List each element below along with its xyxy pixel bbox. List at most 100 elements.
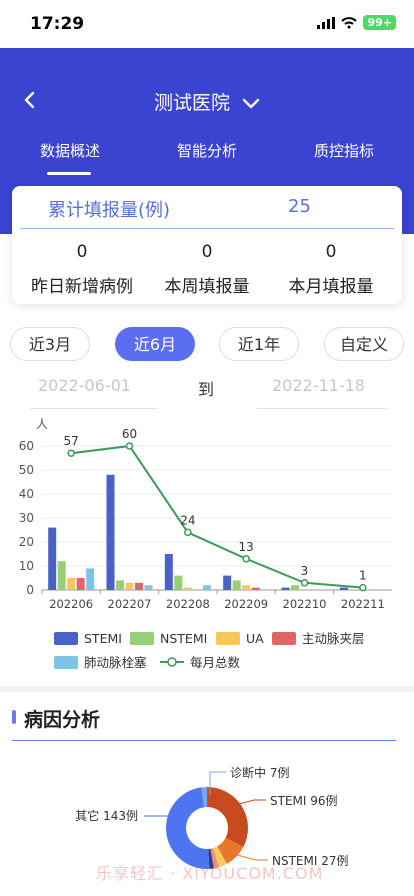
section-separator [0, 686, 414, 692]
legend-label: 肺动脉栓塞 [84, 655, 147, 670]
card-divider [20, 228, 394, 229]
tab-overview[interactable]: 数据概述 [40, 142, 101, 160]
legend-label: 主动脉夹层 [302, 631, 365, 646]
tab-active-indicator [47, 172, 91, 175]
bar [135, 582, 143, 590]
bar [223, 575, 232, 590]
data-label: 60 [122, 427, 137, 441]
x-tick-label: 202208 [166, 597, 210, 611]
stat-value: 0 [76, 242, 88, 262]
bar [86, 568, 95, 590]
leader-line [225, 851, 268, 861]
y-tick-label: 0 [26, 583, 34, 597]
donut-label: NSTEMI 27例 [272, 854, 348, 868]
legend-swatch-dot [167, 657, 177, 667]
line-point [242, 555, 250, 563]
stat-week: 0 本周填报量 [142, 242, 272, 297]
stat-label: 本月填报量 [288, 277, 374, 297]
period-1y-button[interactable]: 近1年 [219, 327, 299, 361]
legend-swatch [216, 632, 240, 645]
bar [251, 587, 260, 590]
bar [202, 585, 211, 590]
leader-line [231, 799, 266, 807]
stat-value: 0 [201, 242, 213, 262]
y-tick-label: 50 [19, 463, 34, 477]
total-value: 25 [288, 196, 311, 217]
stat-label: 本周填报量 [164, 277, 250, 297]
x-tick-label: 202206 [49, 597, 93, 611]
legend-swatch [54, 632, 78, 645]
line-point [125, 442, 134, 450]
hospital-selector[interactable]: 测试医院 [0, 88, 414, 115]
donut-slices [166, 787, 248, 869]
data-label: 13 [239, 540, 254, 554]
section-title: 病因分析 [24, 709, 101, 731]
bar [125, 582, 134, 590]
status-icons: 99+ [317, 15, 396, 30]
donut-label: 其它 143例 [75, 808, 138, 823]
data-label: 3 [301, 564, 309, 578]
line-point [67, 449, 75, 457]
end-date-underline [257, 408, 387, 409]
stat-yesterday: 0 昨日新增病例 [17, 242, 147, 297]
x-tick-label: 202211 [341, 597, 385, 611]
battery-icon: 99+ [363, 15, 396, 30]
period-6m-button[interactable]: 近6月 [115, 327, 195, 361]
bar [242, 585, 251, 590]
legend-label: NSTEMI [160, 631, 207, 646]
section-underline [12, 740, 396, 741]
y-tick-label: 60 [19, 439, 34, 453]
tab-analysis[interactable]: 智能分析 [177, 142, 238, 160]
x-tick-label: 202210 [283, 597, 327, 611]
end-date-input[interactable]: 2022-11-18 [272, 376, 365, 395]
bar [174, 575, 183, 590]
bar [232, 580, 241, 590]
total-label: 累计填报量(例) [48, 200, 171, 221]
line-point [359, 583, 367, 592]
line-point [300, 579, 309, 587]
bar [106, 474, 115, 590]
status-time: 17:29 [30, 14, 85, 34]
summary-card: 累计填报量(例) 25 0 昨日新增病例 0 本周填报量 0 本月填报量 [12, 186, 402, 304]
bar [183, 587, 192, 590]
bar [291, 585, 299, 590]
bar [339, 587, 348, 590]
bar [48, 527, 57, 590]
start-date-underline [30, 408, 158, 409]
total-line [71, 444, 363, 589]
data-label: 1 [359, 569, 367, 583]
watermark: 乐享轻汇 · XIYOUCOM.COM [96, 864, 324, 883]
data-label: 24 [180, 513, 195, 527]
x-tick-label: 202209 [224, 597, 268, 611]
stat-value: 0 [325, 242, 337, 262]
donut-label: STEMI 96例 [270, 794, 338, 808]
stat-month: 0 本月填报量 [266, 242, 396, 297]
legend-swatch [130, 632, 154, 645]
legend-swatch [54, 656, 78, 669]
section-marker [12, 710, 16, 724]
start-date-input[interactable]: 2022-06-01 [38, 376, 131, 395]
tab-quality[interactable]: 质控指标 [314, 142, 375, 160]
period-3m-button[interactable]: 近3月 [10, 327, 90, 361]
back-icon[interactable] [20, 90, 40, 110]
signal-icon [317, 16, 336, 29]
x-tick-label: 202207 [108, 597, 152, 611]
y-tick-label: 40 [19, 487, 34, 501]
wifi-icon [341, 16, 358, 28]
period-custom-button[interactable]: 自定义 [324, 327, 404, 361]
y-tick-label: 30 [19, 511, 34, 525]
legend-swatch [272, 632, 296, 645]
legend-label: UA [246, 631, 264, 646]
line-point [184, 528, 192, 537]
stat-label: 昨日新增病例 [31, 277, 133, 297]
bar [116, 580, 124, 590]
y-axis-label: 人 [36, 417, 48, 431]
cause-donut-chart: 诊断中 7例 STEMI 96例 NSTEMI 27例 其它 143例 [75, 765, 348, 869]
data-label: 57 [64, 434, 79, 448]
legend-label: STEMI [84, 631, 122, 646]
bar [76, 578, 85, 590]
bar [67, 578, 76, 590]
donut-label: 诊断中 7例 [230, 765, 289, 780]
bar [57, 561, 66, 590]
donut-slice [166, 787, 248, 869]
